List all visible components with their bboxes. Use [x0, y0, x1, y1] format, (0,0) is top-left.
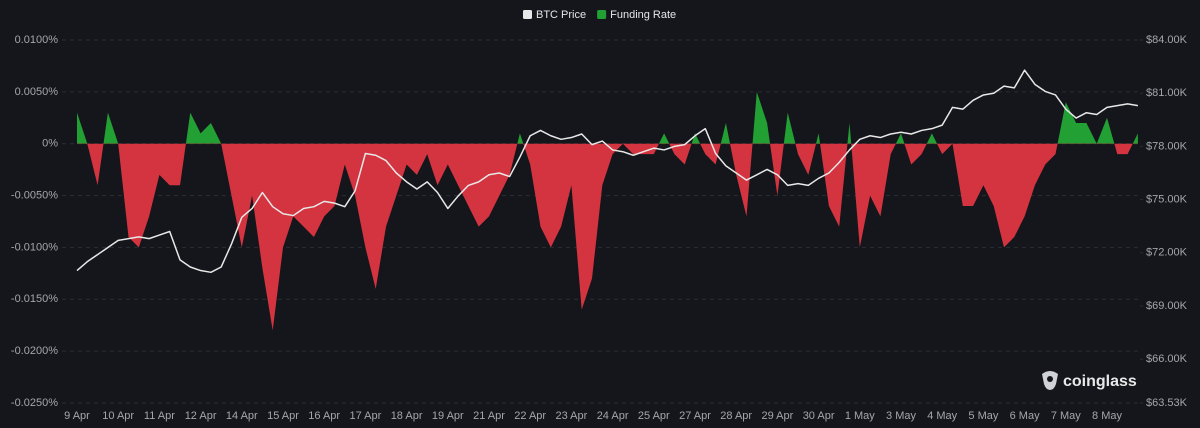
y2-tick-label: $69.00K	[1146, 300, 1188, 312]
y-tick-label: 0.0050%	[15, 86, 59, 98]
x-tick-label: 18 Apr	[391, 410, 423, 422]
x-tick-label: 25 Apr	[638, 410, 670, 422]
y-tick-label: -0.0200%	[11, 345, 58, 357]
watermark-logo	[1042, 371, 1058, 390]
x-tick-label: 24 Apr	[597, 410, 629, 422]
y2-tick-label: $84.00K	[1146, 34, 1188, 46]
watermark: coinglass	[1063, 373, 1137, 390]
y2-tick-label: $78.00K	[1146, 140, 1188, 152]
x-tick-label: 1 May	[845, 410, 875, 422]
x-tick-label: 10 Apr	[102, 410, 134, 422]
x-tick-label: 7 May	[1051, 410, 1081, 422]
y2-tick-label: $81.00K	[1146, 87, 1188, 99]
x-tick-label: 27 Apr	[679, 410, 711, 422]
x-tick-label: 19 Apr	[432, 410, 464, 422]
y2-tick-label: $75.00K	[1146, 194, 1188, 206]
x-tick-label: 14 Apr	[226, 410, 258, 422]
x-tick-label: 30 Apr	[803, 410, 835, 422]
legend-label: BTC Price	[536, 9, 586, 21]
x-tick-label: 11 Apr	[144, 410, 175, 422]
legend-swatch	[523, 10, 532, 19]
x-tick-label: 16 Apr	[308, 410, 340, 422]
x-tick-label: 9 Apr	[64, 410, 90, 422]
y-tick-label: 0.0100%	[15, 34, 59, 46]
y2-tick-label: $72.00K	[1146, 247, 1188, 259]
x-tick-label: 23 Apr	[555, 410, 587, 422]
legend-label: Funding Rate	[610, 9, 676, 21]
x-tick-label: 6 May	[1010, 410, 1040, 422]
legend-swatch	[597, 10, 607, 19]
price-line	[76, 69, 1139, 274]
x-tick-label: 5 May	[968, 410, 998, 422]
x-tick-label: 15 Apr	[267, 410, 299, 422]
x-tick-label: 3 May	[886, 410, 916, 422]
x-tick-label: 22 Apr	[514, 410, 546, 422]
y-tick-label: 0%	[42, 138, 58, 150]
y-tick-label: -0.0100%	[11, 241, 58, 253]
x-tick-label: 17 Apr	[349, 410, 381, 422]
y-tick-label: -0.0250%	[11, 397, 58, 409]
x-tick-label: 4 May	[927, 410, 957, 422]
y-tick-label: -0.0050%	[11, 189, 58, 201]
y2-tick-label: $66.00K	[1146, 353, 1188, 365]
x-tick-label: 21 Apr	[473, 410, 505, 422]
x-tick-label: 29 Apr	[761, 410, 793, 422]
y-tick-label: -0.0150%	[11, 293, 58, 305]
funding-area	[77, 91, 1138, 331]
x-tick-label: 28 Apr	[720, 410, 752, 422]
y2-tick-label: $63.53K	[1146, 397, 1188, 409]
x-tick-label: 8 May	[1092, 410, 1122, 422]
x-tick-label: 12 Apr	[185, 410, 217, 422]
